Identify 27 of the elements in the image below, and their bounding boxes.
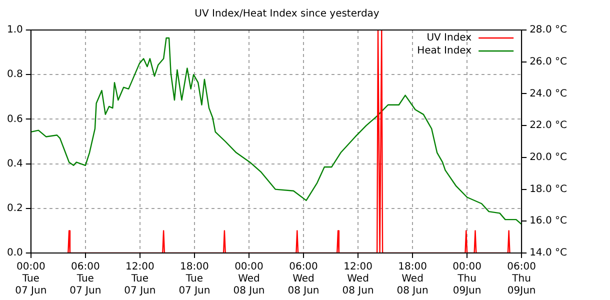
y2-tick-label: 20.0 °C (530, 152, 568, 164)
x-tick-label: 06:00 Wed 08 Jun (288, 262, 320, 297)
y-tick-label: 0.8 (6, 69, 23, 80)
y2-tick-label: 14.0 °C (530, 248, 568, 259)
y-tick-label: 0.4 (6, 158, 23, 170)
x-tick-label: 12:00 Wed 08 Jun (342, 262, 374, 297)
legend-label: UV Index (426, 32, 472, 44)
legend-label: Heat Index (417, 46, 472, 57)
y2-tick-label: 18.0 °C (530, 184, 568, 195)
y-tick-label: 0.6 (6, 114, 23, 125)
x-tick-label: 00:00 Tue 07 Jun (15, 262, 47, 297)
x-tick-label: 06:00 Tue 07 Jun (70, 262, 102, 297)
x-tick-label: 18:00 Tue 07 Jun (178, 262, 210, 297)
y2-tick-label: 28.0 °C (530, 24, 568, 36)
y2-tick-label: 22.0 °C (530, 120, 568, 132)
y2-tick-label: 26.0 °C (530, 56, 568, 68)
x-tick-label: 00:00 Wed 08 Jun (233, 262, 265, 297)
x-tick-label: 06:00 Thu 09Jun (507, 262, 536, 297)
chart-title: UV Index/Heat Index since yesterday (194, 8, 380, 20)
x-tick-label: 12:00 Tue 07 Jun (124, 262, 156, 297)
x-tick-label: 00:00 Thu 09Jun (452, 262, 482, 297)
y-tick-label: 0.2 (6, 202, 23, 214)
x-tick-label: 18:00 Wed 08 Jun (396, 262, 428, 297)
y2-tick-label: 16.0 °C (530, 216, 568, 227)
y-tick-label: 0.0 (6, 248, 23, 259)
y-tick-label: 1.0 (6, 24, 23, 36)
y2-tick-label: 24.0 °C (530, 88, 568, 100)
